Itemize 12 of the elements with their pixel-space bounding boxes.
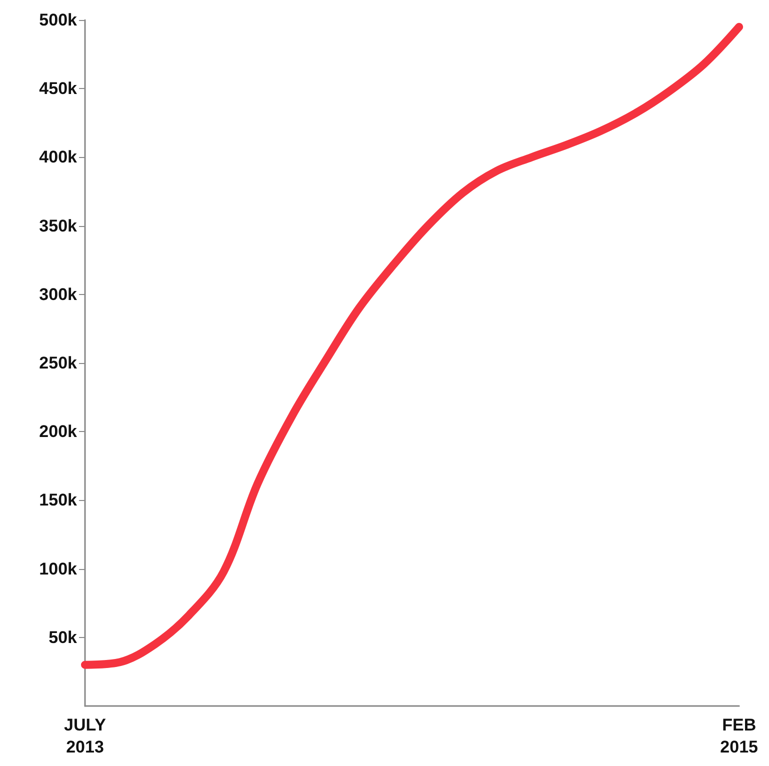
y-tick-label: 200k: [39, 422, 78, 442]
y-tick-label: 50k: [48, 628, 78, 647]
y-tick-label: 300k: [39, 284, 78, 304]
x-tick-label: JULY 2013: [64, 716, 107, 756]
x-tick-label: FEB 2015: [720, 716, 758, 756]
y-tick-label: 400k: [39, 148, 78, 167]
y-tick-label: 100k: [39, 559, 78, 578]
y-tick-label: 150k: [39, 490, 78, 510]
y-tick-label: 500k: [39, 10, 78, 30]
y-tick-label: 450k: [39, 79, 78, 98]
y-tick-label: 350k: [39, 216, 78, 236]
y-tick-label: 250k: [39, 354, 78, 372]
